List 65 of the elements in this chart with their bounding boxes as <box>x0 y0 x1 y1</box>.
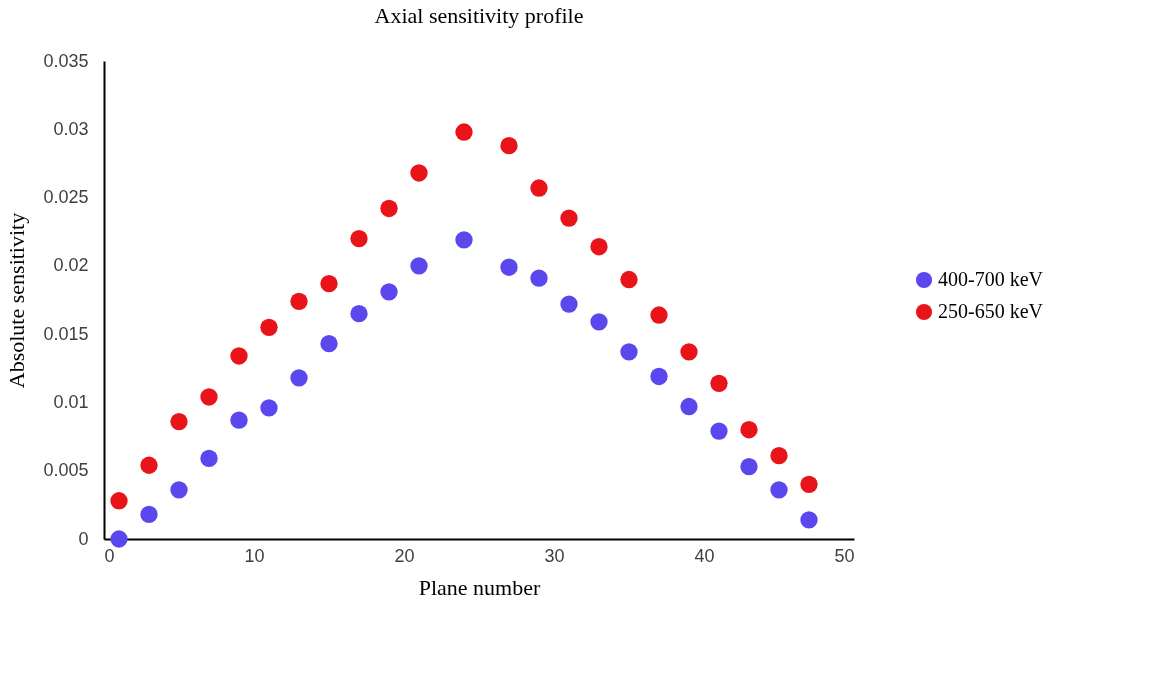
point <box>560 209 578 227</box>
point <box>770 447 788 465</box>
point <box>380 199 398 218</box>
point <box>110 530 128 548</box>
y-tick-label: 0.005 <box>43 460 89 481</box>
x-tick-label: 30 <box>544 545 565 566</box>
point <box>290 369 308 387</box>
legend-label: 400-700 keV <box>938 268 1044 290</box>
legend-label: 250-650 keV <box>938 300 1044 322</box>
x-axis-title: Plane number <box>418 574 541 600</box>
point <box>530 269 548 287</box>
point <box>140 456 158 474</box>
point <box>455 231 473 249</box>
point <box>200 388 218 406</box>
point <box>320 335 338 353</box>
point <box>740 421 758 439</box>
point <box>680 343 698 361</box>
y-tick-label: 0.01 <box>53 391 89 412</box>
point <box>530 179 548 197</box>
point <box>770 481 788 499</box>
point <box>350 229 368 248</box>
chart-title: Axial sensitivity profile <box>374 3 584 28</box>
point <box>170 481 188 499</box>
x-tick-label: 20 <box>394 545 415 566</box>
point <box>620 343 638 361</box>
point <box>560 295 578 313</box>
y-tick-label: 0.03 <box>53 118 89 139</box>
point <box>260 399 278 417</box>
point <box>350 305 368 323</box>
point <box>800 511 818 529</box>
point <box>410 257 428 275</box>
point <box>710 374 728 392</box>
point <box>260 318 278 336</box>
y-axis-title: Absolute sensitivity <box>4 212 30 389</box>
y-tick-label: 0.025 <box>43 187 89 208</box>
y-tick-label: 0.02 <box>53 255 89 276</box>
y-tick-label: 0.015 <box>43 323 89 344</box>
point <box>590 238 608 256</box>
point <box>410 164 428 182</box>
point <box>800 475 818 494</box>
point <box>140 505 158 524</box>
point <box>110 492 128 510</box>
point <box>680 397 698 416</box>
point <box>380 283 398 301</box>
point <box>230 411 248 429</box>
point <box>650 367 668 386</box>
point <box>170 412 188 431</box>
point <box>455 123 473 141</box>
point <box>290 292 308 311</box>
point <box>200 449 218 468</box>
point <box>230 347 248 365</box>
x-tick-label: 40 <box>694 545 715 566</box>
point <box>650 306 668 324</box>
point <box>710 422 728 440</box>
point <box>500 258 518 276</box>
y-tick-label: 0 <box>78 528 89 549</box>
point <box>320 274 338 293</box>
point <box>620 270 638 289</box>
point <box>590 313 608 331</box>
x-tick-label: 0 <box>104 545 115 566</box>
point <box>500 137 518 155</box>
y-tick-label: 0.035 <box>43 50 89 71</box>
point <box>740 457 758 476</box>
x-tick-label: 10 <box>244 545 265 566</box>
x-tick-label: 50 <box>834 545 855 566</box>
